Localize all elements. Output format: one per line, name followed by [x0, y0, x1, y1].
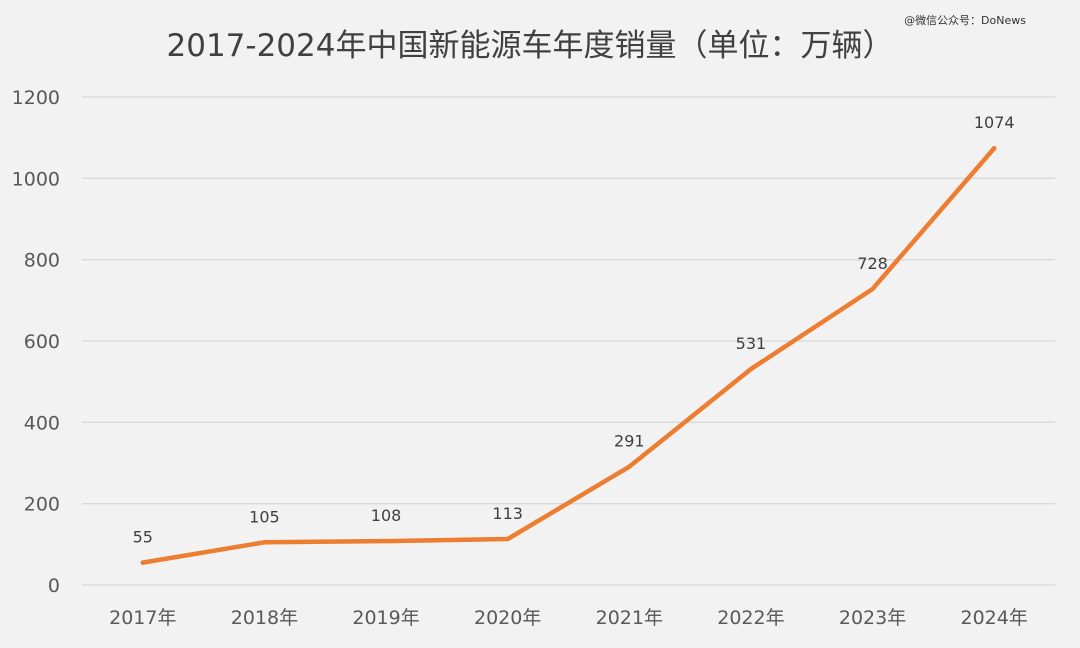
- x-tick-label: 2021年: [596, 607, 663, 629]
- x-tick-label: 2023年: [839, 607, 906, 629]
- data-point: [748, 366, 754, 372]
- x-tick-label: 2024年: [961, 607, 1028, 629]
- data-label: 291: [614, 432, 645, 451]
- x-tick-label: 2019年: [352, 607, 419, 629]
- data-label: 113: [492, 504, 523, 523]
- series-line: [140, 145, 997, 565]
- data-point: [991, 146, 997, 151]
- data-point: [262, 540, 267, 545]
- y-tick-label: 800: [24, 250, 60, 272]
- watermark: @微信公众号：DoNews: [904, 14, 1026, 27]
- x-tick-label: 2018年: [231, 607, 298, 629]
- data-labels: 55 105 108 113 291 531 728 1074: [133, 113, 1015, 546]
- y-axis-ticks: 0 200 400 600 800 1000 1200: [12, 87, 60, 597]
- data-label: 728: [857, 254, 888, 273]
- y-tick-label: 400: [24, 412, 60, 434]
- y-tick-label: 0: [48, 575, 60, 597]
- data-label: 108: [371, 506, 402, 525]
- y-tick-label: 1200: [12, 87, 60, 109]
- x-tick-label: 2017年: [109, 607, 176, 629]
- x-tick-label: 2022年: [717, 607, 784, 629]
- data-point: [383, 538, 389, 544]
- data-label: 531: [736, 334, 767, 353]
- data-point: [870, 286, 875, 292]
- x-tick-label: 2020年: [474, 607, 541, 629]
- data-label: 55: [133, 528, 153, 547]
- x-axis-ticks: 2017年 2018年 2019年 2020年 2021年 2022年 2023年 2024年: [109, 607, 1028, 629]
- y-tick-label: 600: [24, 331, 60, 353]
- data-label: 1074: [974, 113, 1015, 132]
- series-layer: [140, 145, 997, 565]
- chart-title: 2017-2024年中国新能源车年度销量（单位：万辆）: [167, 28, 894, 64]
- y-tick-label: 1000: [12, 168, 60, 190]
- data-point: [505, 536, 510, 542]
- y-tick-label: 200: [24, 494, 60, 516]
- data-point: [140, 560, 146, 565]
- gridlines: [82, 96, 1055, 586]
- data-point: [627, 464, 632, 469]
- data-label: 105: [249, 507, 280, 526]
